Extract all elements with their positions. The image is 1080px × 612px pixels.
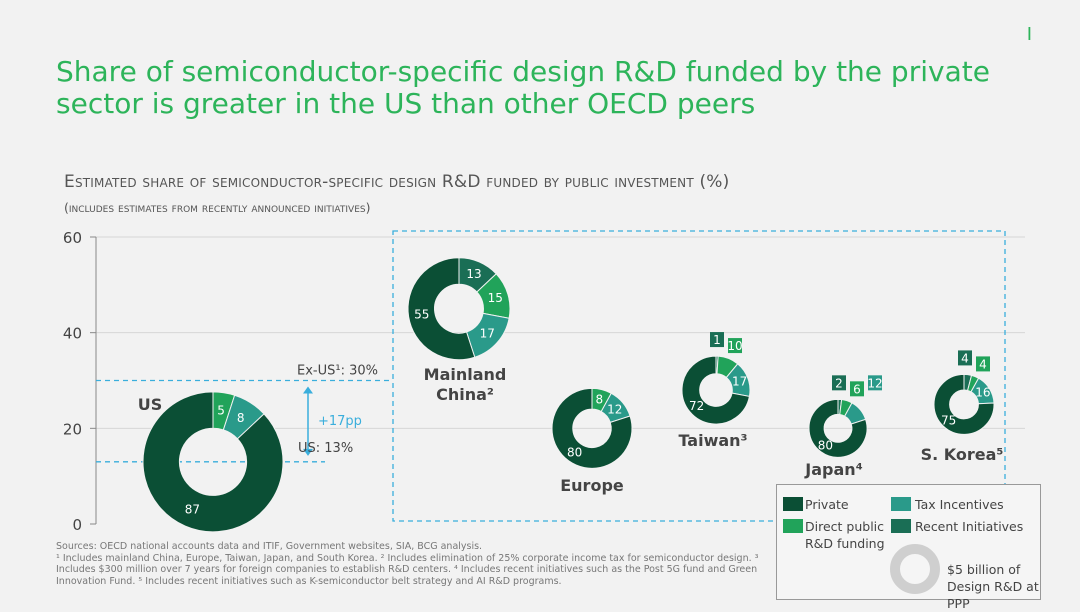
y-tick-label: 40 bbox=[63, 325, 82, 343]
category-label: Taiwan³ bbox=[678, 431, 747, 450]
category-label: Japan⁴ bbox=[804, 460, 862, 479]
peer-group-box bbox=[392, 230, 1006, 522]
legend-label-private: Private bbox=[805, 497, 849, 512]
slice-value: 75 bbox=[941, 413, 956, 427]
slice-private bbox=[933, 373, 995, 435]
legend-swatch-private bbox=[783, 497, 803, 511]
slice-value-box bbox=[868, 375, 882, 391]
legend-size-ring bbox=[890, 544, 940, 594]
slice-value: 5 bbox=[217, 404, 225, 418]
bubble-us: 58 87 US bbox=[138, 391, 284, 533]
slice-value: 4 bbox=[961, 351, 969, 365]
slice-value-box bbox=[850, 381, 864, 397]
y-tick-label: 0 bbox=[72, 516, 82, 534]
y-tick-label: 60 bbox=[63, 229, 82, 247]
slice-value: 16 bbox=[975, 386, 990, 400]
legend-label-tax: Tax Incentives bbox=[915, 497, 1004, 512]
slide-title: Share of semiconductor-specific design R… bbox=[56, 55, 990, 120]
slice-value: 17 bbox=[732, 375, 747, 389]
slice-value: 15 bbox=[488, 291, 503, 305]
slice-value-box bbox=[728, 338, 742, 354]
legend-swatch-direct bbox=[783, 519, 803, 533]
slice-value: 8 bbox=[237, 411, 245, 425]
legend-swatch-tax bbox=[891, 497, 911, 511]
ex-us-annotation: Ex-US¹: 30% bbox=[297, 364, 378, 379]
bubble-japan: 80 2 6 12 Japan⁴ bbox=[804, 375, 883, 479]
legend-label-direct: Direct public R&D funding bbox=[805, 519, 885, 551]
legend: Private Tax Incentives Direct public R&D… bbox=[776, 484, 1041, 611]
legend-size-note: $5 billion of Design R&D at PPP bbox=[947, 562, 1039, 611]
slice-value: 17 bbox=[480, 327, 495, 341]
slice-value: 80 bbox=[567, 445, 582, 459]
slice-value: 1 bbox=[713, 333, 721, 347]
slice-value-box bbox=[976, 356, 990, 372]
sources-note: Sources: OECD national accounts data and… bbox=[56, 541, 776, 587]
slice-value: 10 bbox=[727, 339, 742, 353]
sources-line: Sources: OECD national accounts data and… bbox=[56, 541, 483, 552]
chart-subtitle: (includes estimates from recently announ… bbox=[64, 200, 371, 215]
slice-value: 80 bbox=[818, 439, 833, 453]
category-label: Mainland bbox=[424, 365, 507, 384]
bubble-s-korea: 16 75 4 4 S. Korea⁵ bbox=[921, 350, 1004, 464]
category-label: China² bbox=[436, 385, 494, 404]
slice-value: 4 bbox=[979, 357, 987, 371]
slice-value: 8 bbox=[596, 393, 604, 407]
page-number: I bbox=[1026, 24, 1032, 45]
slice-private bbox=[681, 355, 750, 425]
slice-value: 12 bbox=[607, 402, 622, 416]
slice-private bbox=[808, 398, 868, 458]
slice-value: 6 bbox=[853, 382, 861, 396]
slice-value: 13 bbox=[466, 267, 481, 281]
footnotes: ¹ Includes mainland China, Europe, Taiwa… bbox=[56, 552, 759, 587]
chart-overlay: Ex-US¹: 30% US: 13% +17pp bbox=[96, 230, 1006, 522]
slice-value-box bbox=[710, 332, 724, 348]
y-tick-label: 20 bbox=[63, 420, 82, 438]
slice-private bbox=[551, 387, 633, 469]
slice-private bbox=[407, 257, 476, 361]
legend-swatch-recent bbox=[891, 519, 911, 533]
slice-value-box bbox=[958, 350, 972, 366]
legend-label-recent: Recent Initiatives bbox=[915, 519, 1024, 534]
chart-title: Estimated share of semiconductor-specifi… bbox=[64, 172, 730, 192]
category-label: S. Korea⁵ bbox=[921, 445, 1004, 464]
slice-value-box bbox=[832, 375, 846, 391]
diff-arrow-head-down bbox=[303, 448, 313, 456]
bubble-taiwan: 17 72 1 10 Taiwan³ bbox=[678, 332, 751, 450]
diff-annotation: +17pp bbox=[318, 414, 362, 429]
bubble-europe: 812 80 Europe bbox=[551, 387, 633, 495]
category-label: Europe bbox=[560, 476, 624, 495]
slice-value: 55 bbox=[414, 308, 429, 322]
category-label: US bbox=[138, 395, 163, 414]
us-annotation: US: 13% bbox=[298, 441, 353, 456]
slice-value: 87 bbox=[185, 502, 200, 516]
slice-value: 2 bbox=[835, 376, 843, 390]
slice-value: 12 bbox=[867, 376, 882, 390]
diff-arrow-head-up bbox=[303, 386, 313, 394]
slice-private bbox=[142, 391, 284, 533]
slice-value: 72 bbox=[689, 399, 704, 413]
